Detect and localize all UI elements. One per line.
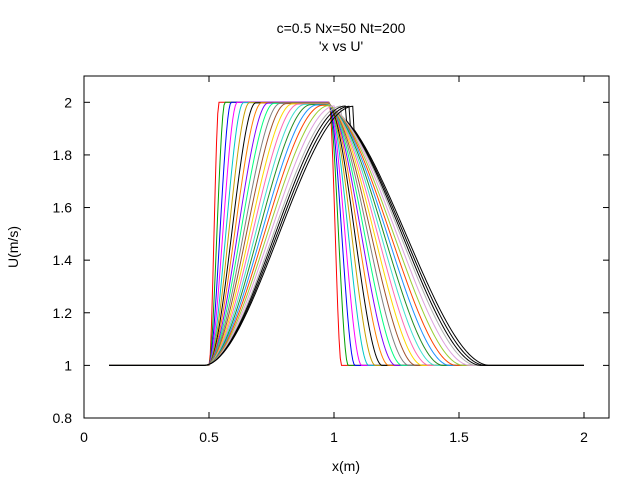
y-tick-label: 0.8	[53, 410, 73, 426]
x-tick-label: 0	[80, 429, 88, 445]
chart-subtitle: 'x vs U'	[319, 38, 363, 54]
y-axis-label: U(m/s)	[5, 226, 21, 268]
y-tick-label: 1.8	[53, 147, 73, 163]
series-line	[109, 104, 584, 366]
x-tick-label: 1	[330, 429, 338, 445]
y-tick-label: 1.4	[53, 252, 73, 268]
series-line	[109, 105, 584, 366]
series-line	[109, 105, 584, 366]
series-line	[109, 104, 584, 366]
x-tick-label: 1.5	[449, 429, 469, 445]
series-line	[109, 105, 584, 366]
x-axis: 0 0.5 1 1.5 2	[80, 76, 588, 445]
y-axis: 0.8 1 1.2 1.4 1.6 1.8 2	[53, 94, 609, 426]
x-tick-label: 2	[580, 429, 588, 445]
series-line	[109, 104, 584, 366]
series-line	[109, 104, 584, 366]
y-tick-label: 2	[64, 94, 72, 110]
y-tick-label: 1.6	[53, 200, 73, 216]
series-layer	[109, 101, 584, 366]
y-tick-label: 1.2	[53, 305, 73, 321]
series-line	[109, 105, 584, 366]
x-axis-label: x(m)	[332, 458, 360, 474]
y-tick-label: 1	[64, 357, 72, 373]
series-line	[109, 105, 584, 366]
chart-title: c=0.5 Nx=50 Nt=200	[277, 20, 406, 36]
x-tick-label: 0.5	[199, 429, 219, 445]
plot-frame	[83, 75, 610, 419]
series-line	[109, 102, 584, 366]
